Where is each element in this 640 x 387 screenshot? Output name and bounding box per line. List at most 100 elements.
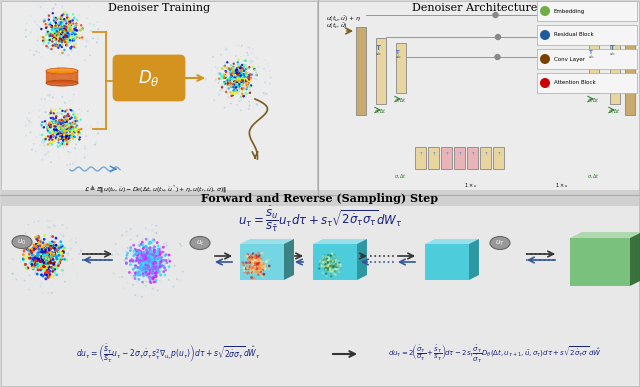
Point <box>147 251 157 257</box>
Point <box>156 259 166 265</box>
Polygon shape <box>630 232 640 286</box>
Point <box>44 43 54 50</box>
Point <box>32 266 42 272</box>
Point <box>60 132 70 138</box>
Point <box>38 255 48 261</box>
Point <box>141 268 152 274</box>
Point <box>59 128 69 134</box>
Point <box>241 62 251 68</box>
Point <box>225 76 236 82</box>
Point <box>141 283 151 289</box>
Point <box>45 235 56 241</box>
Point <box>330 264 340 270</box>
Point <box>63 31 73 37</box>
Point <box>44 260 54 267</box>
Point <box>152 252 163 259</box>
Text: a,b: a,b <box>396 55 401 59</box>
Point <box>248 258 258 264</box>
Point <box>223 81 233 87</box>
Point <box>142 248 152 255</box>
Point <box>253 63 263 70</box>
Point <box>51 21 61 27</box>
Point <box>59 136 69 142</box>
Point <box>61 123 71 129</box>
Point <box>148 265 158 272</box>
Point <box>252 265 262 271</box>
Point <box>64 127 74 134</box>
Point <box>109 270 119 276</box>
Point <box>236 71 246 77</box>
Point <box>322 273 332 279</box>
Point <box>219 77 229 84</box>
Point <box>38 253 48 259</box>
Point <box>72 17 83 23</box>
Point <box>50 30 60 36</box>
Point <box>140 266 150 272</box>
Point <box>44 254 54 260</box>
Point <box>232 71 243 77</box>
Point <box>58 20 68 26</box>
Point <box>36 257 47 263</box>
Point <box>230 79 240 85</box>
Point <box>254 265 264 272</box>
Point <box>249 77 259 84</box>
Point <box>58 118 68 124</box>
Point <box>143 270 153 276</box>
Point <box>226 75 236 81</box>
Point <box>63 114 74 120</box>
Point <box>243 265 253 271</box>
Point <box>154 251 164 257</box>
Point <box>41 252 51 259</box>
Point <box>223 65 233 71</box>
Point <box>234 76 244 82</box>
Point <box>74 131 84 137</box>
Point <box>83 152 93 158</box>
Point <box>234 77 244 84</box>
Point <box>235 77 245 83</box>
Point <box>143 259 154 265</box>
Point <box>26 240 36 247</box>
Point <box>46 270 56 276</box>
Text: $u_0$: $u_0$ <box>17 237 27 247</box>
Point <box>157 252 168 259</box>
Point <box>61 24 71 30</box>
Point <box>229 76 239 82</box>
Point <box>215 71 225 77</box>
Point <box>328 267 338 273</box>
Point <box>145 250 155 256</box>
Point <box>35 243 45 249</box>
Point <box>47 132 58 139</box>
Point <box>58 131 68 137</box>
Point <box>142 261 152 267</box>
Point <box>43 128 53 134</box>
Point <box>64 39 74 45</box>
Point <box>216 82 226 88</box>
Point <box>330 256 340 262</box>
Point <box>229 74 239 80</box>
Point <box>37 271 47 277</box>
Point <box>58 35 68 41</box>
Point <box>145 256 155 262</box>
Point <box>51 135 61 141</box>
Point <box>46 260 56 266</box>
Point <box>236 75 246 81</box>
Point <box>234 75 244 82</box>
Text: Residual Block: Residual Block <box>554 33 594 38</box>
Point <box>60 123 70 130</box>
Point <box>65 264 75 271</box>
Point <box>242 77 252 83</box>
Point <box>26 242 36 248</box>
Point <box>51 32 61 38</box>
Point <box>60 129 70 135</box>
Point <box>33 247 43 253</box>
Point <box>84 4 94 10</box>
Point <box>147 245 157 252</box>
Point <box>328 263 338 269</box>
Point <box>50 129 60 135</box>
Point <box>53 125 63 131</box>
Point <box>141 251 151 257</box>
Point <box>242 84 252 90</box>
Point <box>234 75 244 81</box>
Point <box>234 75 244 81</box>
Point <box>249 103 259 110</box>
